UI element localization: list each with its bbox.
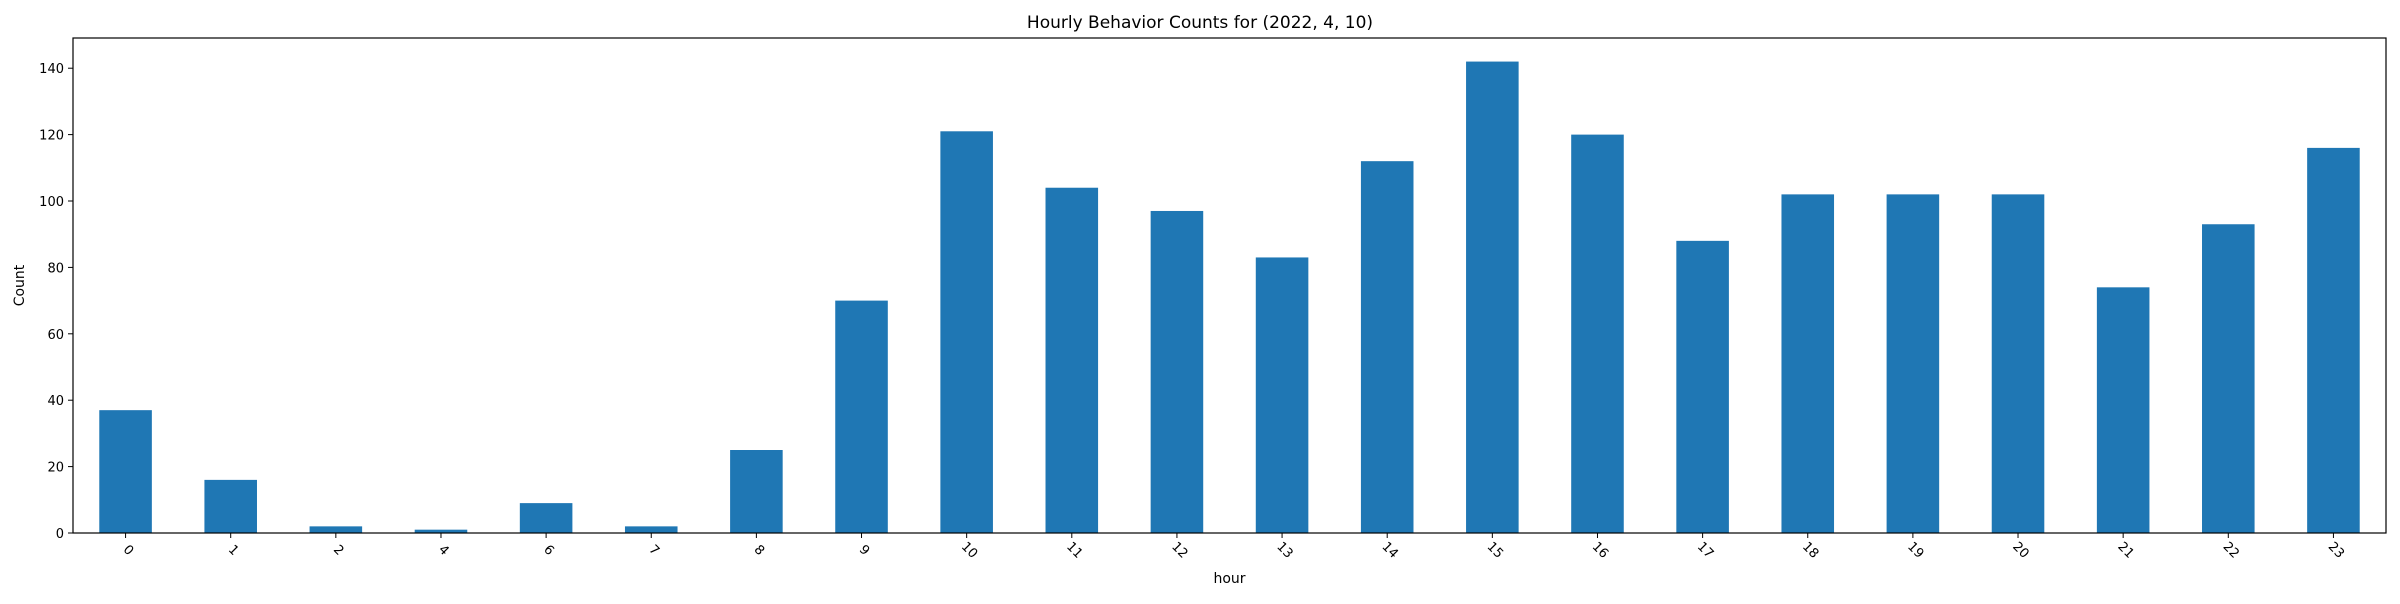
- bar-hour-8: [730, 450, 783, 533]
- chart-title: Hourly Behavior Counts for (2022, 4, 10): [1027, 13, 1373, 33]
- bar-hour-7: [624, 526, 678, 533]
- bar-hour-2: [309, 526, 363, 533]
- bar-hour-20: [1991, 194, 2045, 533]
- x-axis-label: hour: [1213, 571, 1245, 587]
- bar-hour-6: [519, 503, 573, 533]
- y-tick-label: 120: [39, 129, 64, 144]
- x-tick-label: 18: [1799, 539, 1821, 561]
- bar-hour-11: [1045, 187, 1099, 533]
- x-tick-label: 15: [1484, 539, 1506, 561]
- bar-hour-17: [1676, 240, 1729, 533]
- bar-hour-12: [1150, 210, 1204, 533]
- bar-hour-4: [414, 529, 468, 533]
- y-tick-label: 80: [47, 261, 64, 276]
- y-tick-label: 0: [56, 527, 64, 542]
- x-tick-label: 21: [2114, 539, 2136, 561]
- x-axis: 0 1 2 4 6 7 8 9 10 11 12 13 14 15 16 17 18 19 20 21 22 23: [120, 533, 2347, 562]
- y-axis-label: Count: [12, 264, 28, 306]
- bar-hour-21: [2096, 287, 2150, 533]
- x-tick-label: 8: [751, 542, 767, 558]
- x-tick-label: 16: [1589, 539, 1611, 561]
- bar-hour-16: [1571, 134, 1624, 533]
- x-tick-label: 1: [225, 542, 241, 558]
- bar-hour-18: [1781, 194, 1835, 533]
- bar-hour-22: [2202, 224, 2255, 533]
- bar-hour-13: [1255, 257, 1309, 533]
- x-tick-label: 11: [1063, 539, 1085, 561]
- bar-hour-0: [99, 410, 152, 533]
- x-tick-label: 12: [1168, 539, 1190, 561]
- y-tick-label: 20: [47, 461, 64, 476]
- x-tick-label: 6: [540, 542, 556, 558]
- y-tick-label: 100: [39, 195, 64, 210]
- y-tick-label: 140: [39, 62, 64, 77]
- bar-hour-15: [1466, 61, 1519, 533]
- x-tick-label: 22: [2220, 539, 2242, 561]
- bar-hour-10: [940, 131, 993, 533]
- y-tick-label: 40: [47, 394, 64, 409]
- bars-group: [99, 61, 2360, 534]
- x-tick-label: 23: [2325, 539, 2347, 561]
- bar-hour-14: [1360, 161, 1414, 534]
- x-tick-label: 17: [1694, 539, 1716, 561]
- x-tick-label: 4: [435, 542, 451, 558]
- x-tick-label: 7: [645, 542, 661, 558]
- y-tick-label: 60: [47, 328, 64, 343]
- y-axis: 0 20 40 60 80 100 120 140: [39, 62, 73, 542]
- x-tick-label: 19: [1904, 539, 1926, 561]
- bar-hour-9: [835, 300, 888, 533]
- bar-hour-19: [1886, 194, 1940, 533]
- x-tick-label: 10: [958, 539, 980, 561]
- bar-hour-23: [2307, 147, 2360, 533]
- x-tick-label: 13: [1273, 539, 1295, 561]
- x-tick-label: 2: [330, 542, 346, 558]
- x-tick-label: 9: [856, 542, 872, 558]
- x-tick-label: 14: [1379, 539, 1401, 561]
- bar-hour-1: [204, 479, 257, 533]
- x-tick-label: 20: [2009, 539, 2031, 561]
- x-tick-label: 0: [120, 542, 136, 558]
- plot-frame: [72, 37, 2387, 534]
